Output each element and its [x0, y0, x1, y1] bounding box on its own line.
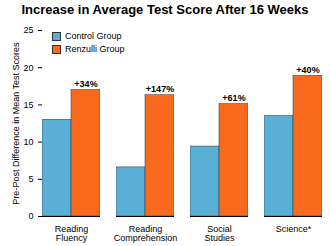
svg-text:ReadingComprehension: ReadingComprehension	[114, 224, 178, 243]
html-text:Increase in Average Test Score: Increase in Average Test Score After 16 …	[21, 2, 309, 17]
svg-text:0: 0	[28, 211, 33, 221]
svg-text:Pre-Post Difference in Mean Te: Pre-Post Difference in Mean Test Scores	[11, 42, 21, 205]
svg-text:20: 20	[23, 63, 33, 73]
svg-text:10: 10	[23, 137, 33, 147]
svg-text:SocialStudies: SocialStudies	[204, 224, 235, 243]
html-text:Control Group: Control Group	[65, 31, 122, 41]
svg-text:+34%: +34%	[74, 79, 97, 89]
svg-text:15: 15	[23, 100, 33, 110]
svg-text:25: 25	[23, 25, 33, 35]
svg-text:5: 5	[28, 174, 33, 184]
svg-text:Science*: Science*	[276, 224, 312, 234]
svg-text:ReadingFluency: ReadingFluency	[55, 224, 89, 243]
svg-text:+147%: +147%	[146, 84, 174, 94]
svg-text:+61%: +61%	[222, 93, 245, 103]
html-text:Renzulli Group: Renzulli Group	[65, 44, 125, 54]
svg-text:+40%: +40%	[296, 65, 319, 75]
